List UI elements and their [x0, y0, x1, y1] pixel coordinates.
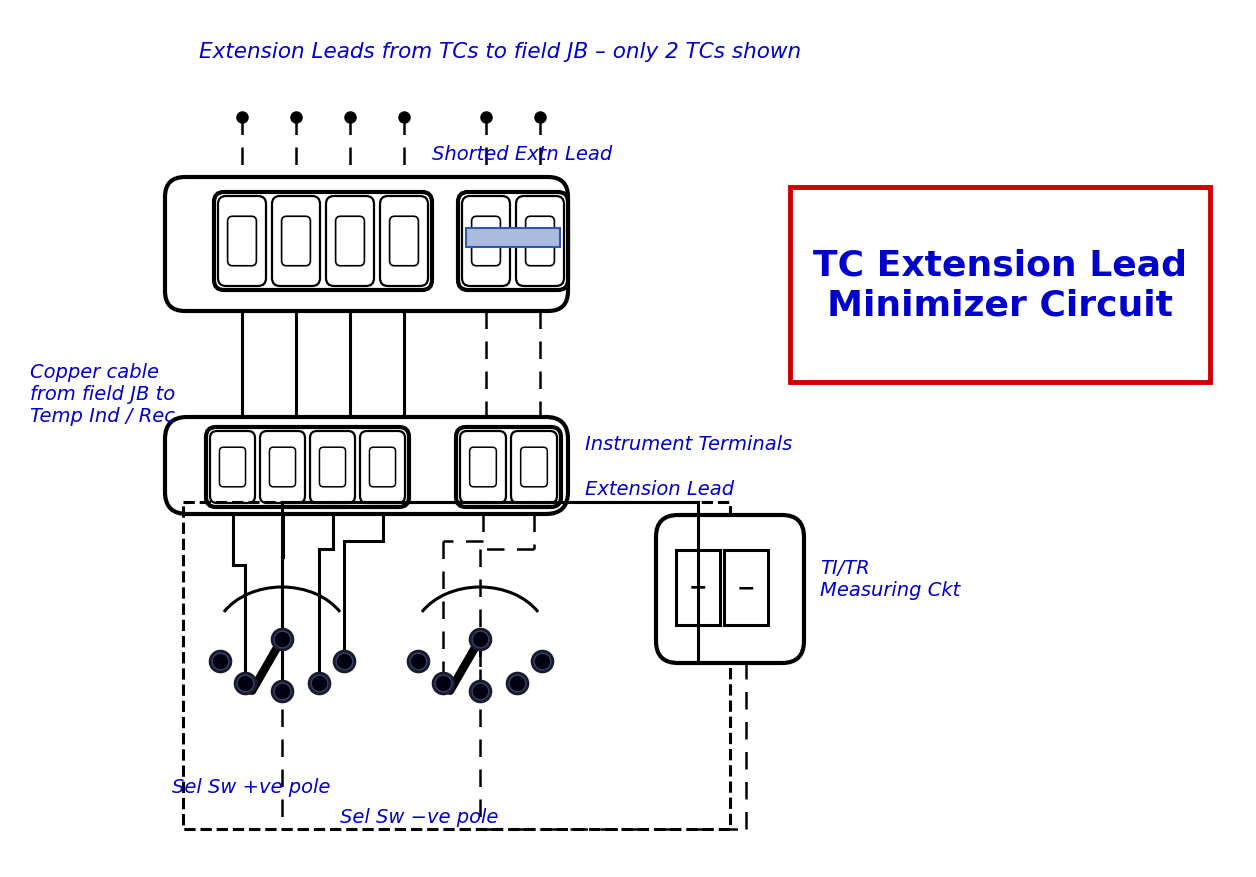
- Bar: [466, 228, 560, 248]
- FancyBboxPatch shape: [335, 217, 364, 267]
- FancyBboxPatch shape: [165, 417, 568, 515]
- Bar: [790, 188, 1210, 382]
- FancyBboxPatch shape: [270, 447, 295, 488]
- Text: TI/TR
Measuring Ckt: TI/TR Measuring Ckt: [820, 559, 961, 600]
- Bar: [676, 551, 720, 625]
- FancyBboxPatch shape: [516, 196, 564, 287]
- FancyBboxPatch shape: [458, 193, 568, 290]
- FancyBboxPatch shape: [273, 196, 320, 287]
- Bar: [723, 551, 767, 625]
- FancyBboxPatch shape: [389, 217, 418, 267]
- FancyBboxPatch shape: [214, 193, 432, 290]
- FancyBboxPatch shape: [456, 427, 561, 508]
- Bar: [183, 503, 730, 829]
- Text: Shorted Extn Lead: Shorted Extn Lead: [432, 146, 612, 164]
- FancyBboxPatch shape: [656, 516, 804, 663]
- Text: −: −: [737, 578, 755, 598]
- FancyBboxPatch shape: [165, 178, 568, 311]
- Text: Copper cable
from field JB to
Temp Ind / Rec: Copper cable from field JB to Temp Ind /…: [30, 363, 175, 426]
- Text: TC Extension Lead
Minimizer Circuit: TC Extension Lead Minimizer Circuit: [813, 248, 1187, 322]
- FancyBboxPatch shape: [310, 431, 355, 503]
- FancyBboxPatch shape: [281, 217, 310, 267]
- FancyBboxPatch shape: [206, 427, 409, 508]
- FancyBboxPatch shape: [220, 447, 246, 488]
- Text: Sel Sw +ve pole: Sel Sw +ve pole: [172, 778, 330, 796]
- Text: Extension Lead: Extension Lead: [585, 480, 734, 499]
- FancyBboxPatch shape: [227, 217, 256, 267]
- FancyBboxPatch shape: [471, 217, 500, 267]
- FancyBboxPatch shape: [525, 217, 554, 267]
- Text: +: +: [688, 578, 707, 598]
- FancyBboxPatch shape: [260, 431, 305, 503]
- FancyBboxPatch shape: [462, 196, 510, 287]
- FancyBboxPatch shape: [319, 447, 345, 488]
- FancyBboxPatch shape: [521, 447, 548, 488]
- FancyBboxPatch shape: [470, 447, 496, 488]
- Text: Instrument Terminals: Instrument Terminals: [585, 435, 793, 454]
- FancyBboxPatch shape: [210, 431, 255, 503]
- FancyBboxPatch shape: [327, 196, 374, 287]
- Text: Sel Sw −ve pole: Sel Sw −ve pole: [340, 808, 499, 826]
- Text: Extension Leads from TCs to field JB – only 2 TCs shown: Extension Leads from TCs to field JB – o…: [198, 42, 801, 62]
- FancyBboxPatch shape: [460, 431, 506, 503]
- FancyBboxPatch shape: [381, 196, 428, 287]
- FancyBboxPatch shape: [511, 431, 556, 503]
- FancyBboxPatch shape: [360, 431, 404, 503]
- FancyBboxPatch shape: [369, 447, 396, 488]
- FancyBboxPatch shape: [219, 196, 266, 287]
